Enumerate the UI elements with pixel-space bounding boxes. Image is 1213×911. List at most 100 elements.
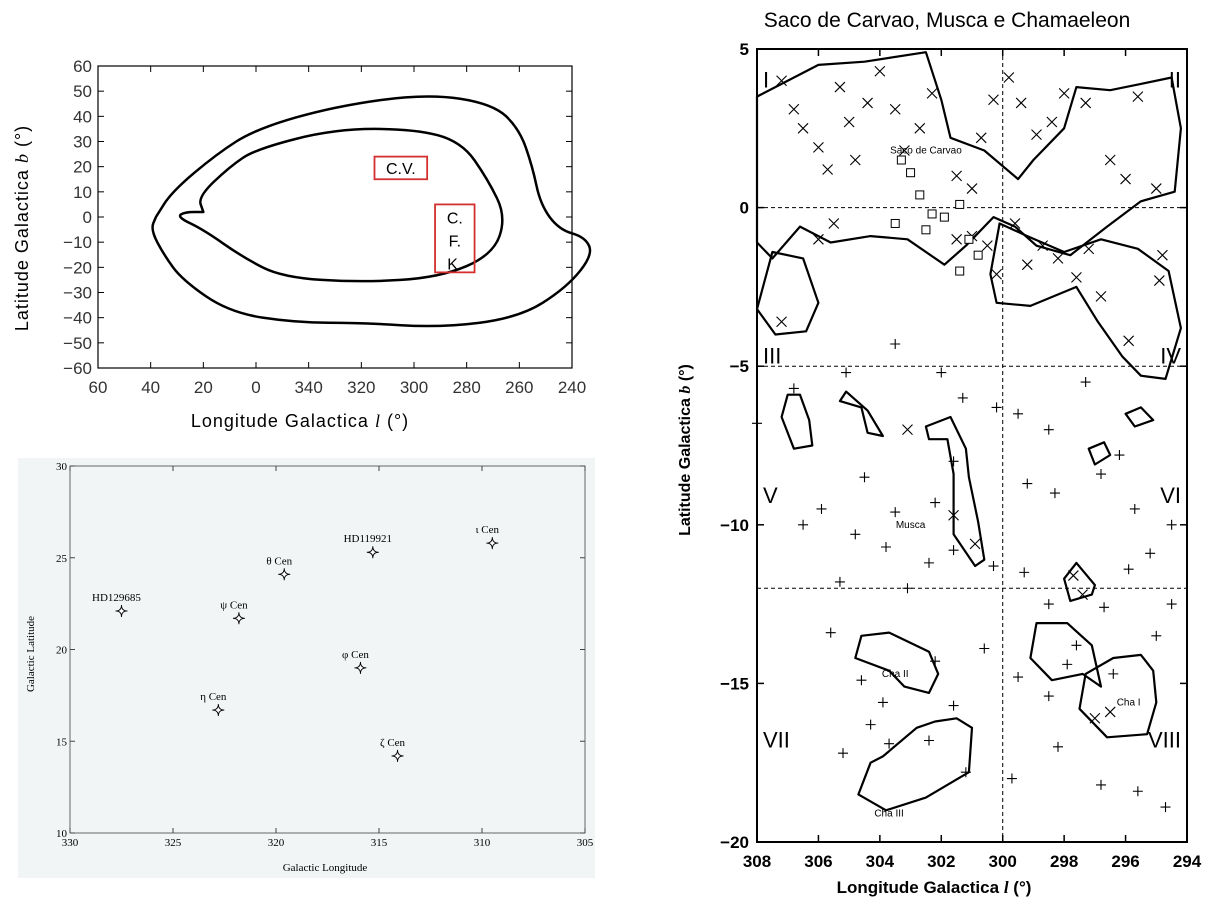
plus-marker <box>957 392 968 403</box>
cloud-map-title: Saco de Carvao, Musca e Chamaeleon <box>764 9 1131 32</box>
y-tick-label: 20 <box>73 158 92 177</box>
plus-marker <box>1132 786 1143 797</box>
plus-marker <box>850 529 861 540</box>
cloud-map-frame <box>756 48 1188 843</box>
cloud-contour <box>1078 653 1158 739</box>
region-label-vii: VII <box>763 727 790 752</box>
plus-marker <box>1062 659 1073 670</box>
cv-box <box>373 155 429 181</box>
plus-marker <box>924 557 934 568</box>
x-tick-label: 308 <box>743 852 771 871</box>
cloud-contour <box>989 222 1182 380</box>
x-tick-label: 304 <box>866 852 895 871</box>
plus-marker <box>1166 519 1177 530</box>
plus-marker <box>884 738 895 749</box>
region-label-iv: IV <box>1160 344 1181 369</box>
contour-map-svg: C.V.C.F.K. 60 40 20 0 340 320 300 280 260 2406050… <box>12 57 592 431</box>
plus-marker <box>1013 672 1024 683</box>
y-tick-label: −10 <box>63 233 92 252</box>
cross-marker <box>902 424 913 436</box>
cross-marker <box>843 116 855 128</box>
x-tick-label: 310 <box>474 837 491 849</box>
plus-marker <box>948 700 959 711</box>
cross-marker <box>828 218 840 229</box>
plus-marker <box>825 627 836 638</box>
cross-marker <box>969 538 981 550</box>
plus-marker <box>1006 773 1017 784</box>
plus-marker <box>1099 602 1110 613</box>
x-tick-label: 260 <box>505 378 533 397</box>
plus-marker <box>1160 802 1171 813</box>
x-tick-label: 325 <box>165 837 182 849</box>
plus-marker <box>816 503 827 514</box>
y-tick-label: 10 <box>56 828 68 840</box>
plus-marker <box>1019 567 1030 578</box>
x-tick-label: 298 <box>1050 852 1078 871</box>
cloud-name-cha3: Cha III <box>874 809 903 820</box>
cross-marker <box>1077 589 1088 600</box>
dark-cloud-map-svg: Saco de Carvao, Musca e Chamaeleon 308 30… <box>677 9 1202 897</box>
y-tick-label: −20 <box>63 258 92 277</box>
square-marker <box>906 168 916 178</box>
panel-a-x-axis-label: Longitude Galactica l (°) <box>191 411 409 431</box>
cross-marker <box>1009 218 1021 229</box>
region-label-ii: II <box>1169 68 1181 93</box>
y-tick-label: −10 <box>720 516 749 535</box>
cross-marker <box>849 154 861 166</box>
x-tick-label: 60 <box>89 378 108 397</box>
cloud-contour <box>854 631 940 694</box>
plus-marker <box>859 472 870 483</box>
cross-marker <box>899 145 910 156</box>
plus-marker <box>988 561 999 572</box>
panel-a-y-axis-label: Latitude Galactica b (°) <box>12 125 32 331</box>
plus-marker <box>890 338 901 349</box>
plus-marker <box>788 383 799 394</box>
plus-marker <box>948 545 959 556</box>
cloud-contour <box>1124 406 1155 428</box>
y-tick-label: −50 <box>63 334 92 353</box>
cross-marker <box>1153 275 1165 286</box>
cross-marker <box>1058 88 1070 99</box>
cross-marker <box>975 132 987 144</box>
cross-marker <box>1123 335 1135 347</box>
region-label-v: V <box>763 483 778 508</box>
cfk-label: K. <box>447 256 462 273</box>
cross-marker <box>1037 240 1049 252</box>
cloud-contour <box>755 51 1182 266</box>
star-label: ι Cen <box>476 524 500 536</box>
star-marker <box>354 661 367 674</box>
star-label: ψ Cen <box>220 599 248 611</box>
cross-marker <box>948 509 959 521</box>
cross-marker <box>1071 271 1082 283</box>
region-label-viii: VIII <box>1148 727 1181 752</box>
cross-marker <box>1031 129 1042 141</box>
star-label: θ Cen <box>266 555 292 567</box>
cross-marker <box>1095 291 1107 302</box>
x-tick-label: 320 <box>268 837 285 849</box>
cross-marker <box>776 316 787 328</box>
star-label: η Cen <box>200 691 227 703</box>
cloud-name-cha1: Cha I <box>1117 698 1141 709</box>
panel-a-contour-map: C.V. C. F. K. 60 40 20 0 340 320 300 280 260 240 60 50… <box>0 50 600 440</box>
cross-marker <box>966 183 978 194</box>
cross-marker <box>797 122 809 134</box>
cloud-contour <box>780 393 814 450</box>
cross-marker <box>1157 249 1168 261</box>
star-label: φ Cen <box>342 649 369 661</box>
plus-marker <box>1166 599 1177 610</box>
y-tick-label: −15 <box>720 674 749 693</box>
star-marker <box>232 612 245 625</box>
star-label: HD129685 <box>92 592 141 604</box>
cross-marker <box>981 240 993 252</box>
plus-marker <box>936 367 947 378</box>
plus-marker <box>1013 408 1024 419</box>
y-tick-label: 15 <box>56 736 68 748</box>
plus-marker <box>1096 469 1106 480</box>
cross-marker <box>776 75 787 87</box>
square-marker <box>927 209 937 219</box>
x-tick-label: 305 <box>577 837 594 849</box>
plus-marker <box>1053 741 1063 752</box>
y-tick-label: −40 <box>63 309 92 328</box>
cloud-contour <box>924 415 986 568</box>
panel-b-star-chart: 330 325 320 315 310 305 30 25 20 15 10 HD129685 ψ C… <box>10 458 595 878</box>
